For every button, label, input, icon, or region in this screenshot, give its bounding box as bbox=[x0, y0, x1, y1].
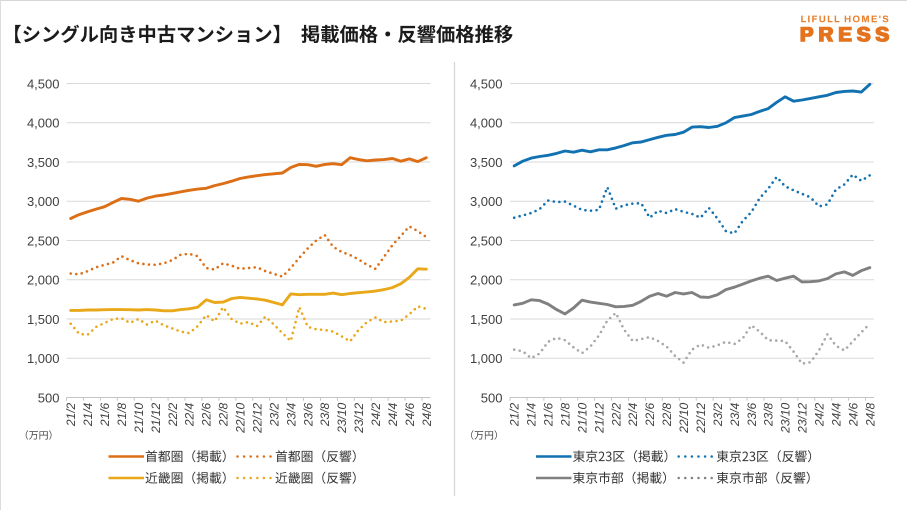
svg-text:22/2: 22/2 bbox=[609, 402, 623, 427]
svg-text:23/8: 23/8 bbox=[762, 402, 776, 427]
svg-text:21/8: 21/8 bbox=[115, 402, 129, 427]
svg-text:23/6: 23/6 bbox=[745, 402, 759, 427]
svg-text:21/2: 21/2 bbox=[64, 402, 78, 427]
svg-text:21/2: 21/2 bbox=[508, 402, 522, 427]
svg-text:500: 500 bbox=[38, 390, 60, 405]
svg-text:22/12: 22/12 bbox=[694, 402, 708, 433]
svg-text:23/10: 23/10 bbox=[779, 402, 793, 433]
svg-text:24/6: 24/6 bbox=[403, 402, 417, 427]
svg-text:2,000: 2,000 bbox=[470, 273, 503, 288]
svg-text:23/12: 23/12 bbox=[352, 402, 366, 433]
svg-text:1,000: 1,000 bbox=[27, 351, 60, 366]
svg-text:21/12: 21/12 bbox=[592, 402, 606, 433]
svg-text:24/4: 24/4 bbox=[829, 402, 843, 427]
svg-text:1,500: 1,500 bbox=[27, 312, 60, 327]
svg-text:24/2: 24/2 bbox=[812, 402, 826, 427]
svg-text:21/4: 21/4 bbox=[81, 402, 95, 427]
svg-text:2,500: 2,500 bbox=[27, 233, 60, 248]
svg-text:22/12: 22/12 bbox=[250, 402, 264, 433]
svg-text:21/10: 21/10 bbox=[132, 402, 146, 433]
svg-text:21/10: 21/10 bbox=[575, 402, 589, 433]
svg-text:22/6: 22/6 bbox=[200, 402, 214, 427]
svg-text:22/10: 22/10 bbox=[234, 402, 248, 433]
svg-text:3,500: 3,500 bbox=[470, 155, 503, 170]
svg-text:22/6: 22/6 bbox=[643, 402, 657, 427]
svg-text:23/4: 23/4 bbox=[728, 402, 742, 427]
svg-text:1,500: 1,500 bbox=[470, 312, 503, 327]
svg-text:3,500: 3,500 bbox=[27, 155, 60, 170]
svg-text:22/8: 22/8 bbox=[660, 402, 674, 427]
svg-text:22/10: 22/10 bbox=[677, 402, 691, 433]
svg-text:21/6: 21/6 bbox=[542, 402, 556, 427]
svg-text:24/8: 24/8 bbox=[420, 402, 434, 427]
svg-text:4,000: 4,000 bbox=[27, 116, 60, 131]
svg-text:22/4: 22/4 bbox=[626, 402, 640, 427]
svg-text:2,000: 2,000 bbox=[27, 273, 60, 288]
svg-text:1,000: 1,000 bbox=[470, 351, 503, 366]
svg-text:3,000: 3,000 bbox=[470, 194, 503, 209]
svg-text:4,000: 4,000 bbox=[470, 116, 503, 131]
svg-text:2,500: 2,500 bbox=[470, 233, 503, 248]
svg-text:21/6: 21/6 bbox=[98, 402, 112, 427]
svg-text:21/12: 21/12 bbox=[149, 402, 163, 433]
svg-text:24/8: 24/8 bbox=[863, 402, 877, 427]
svg-text:23/10: 23/10 bbox=[335, 402, 349, 433]
svg-text:22/8: 22/8 bbox=[217, 402, 231, 427]
svg-text:21/8: 21/8 bbox=[559, 402, 573, 427]
svg-text:21/4: 21/4 bbox=[525, 402, 539, 427]
svg-text:23/12: 23/12 bbox=[796, 402, 810, 433]
svg-text:4,500: 4,500 bbox=[27, 76, 60, 91]
svg-text:24/2: 24/2 bbox=[369, 402, 383, 427]
svg-text:24/4: 24/4 bbox=[386, 402, 400, 427]
svg-text:22/4: 22/4 bbox=[183, 402, 197, 427]
svg-text:23/2: 23/2 bbox=[267, 402, 281, 427]
svg-text:4,500: 4,500 bbox=[470, 76, 503, 91]
svg-text:3,000: 3,000 bbox=[27, 194, 60, 209]
svg-text:23/2: 23/2 bbox=[711, 402, 725, 427]
svg-text:22/2: 22/2 bbox=[166, 402, 180, 427]
svg-text:500: 500 bbox=[481, 390, 503, 405]
svg-text:23/8: 23/8 bbox=[318, 402, 332, 427]
svg-text:23/6: 23/6 bbox=[301, 402, 315, 427]
svg-text:23/4: 23/4 bbox=[284, 402, 298, 427]
svg-text:24/6: 24/6 bbox=[846, 402, 860, 427]
